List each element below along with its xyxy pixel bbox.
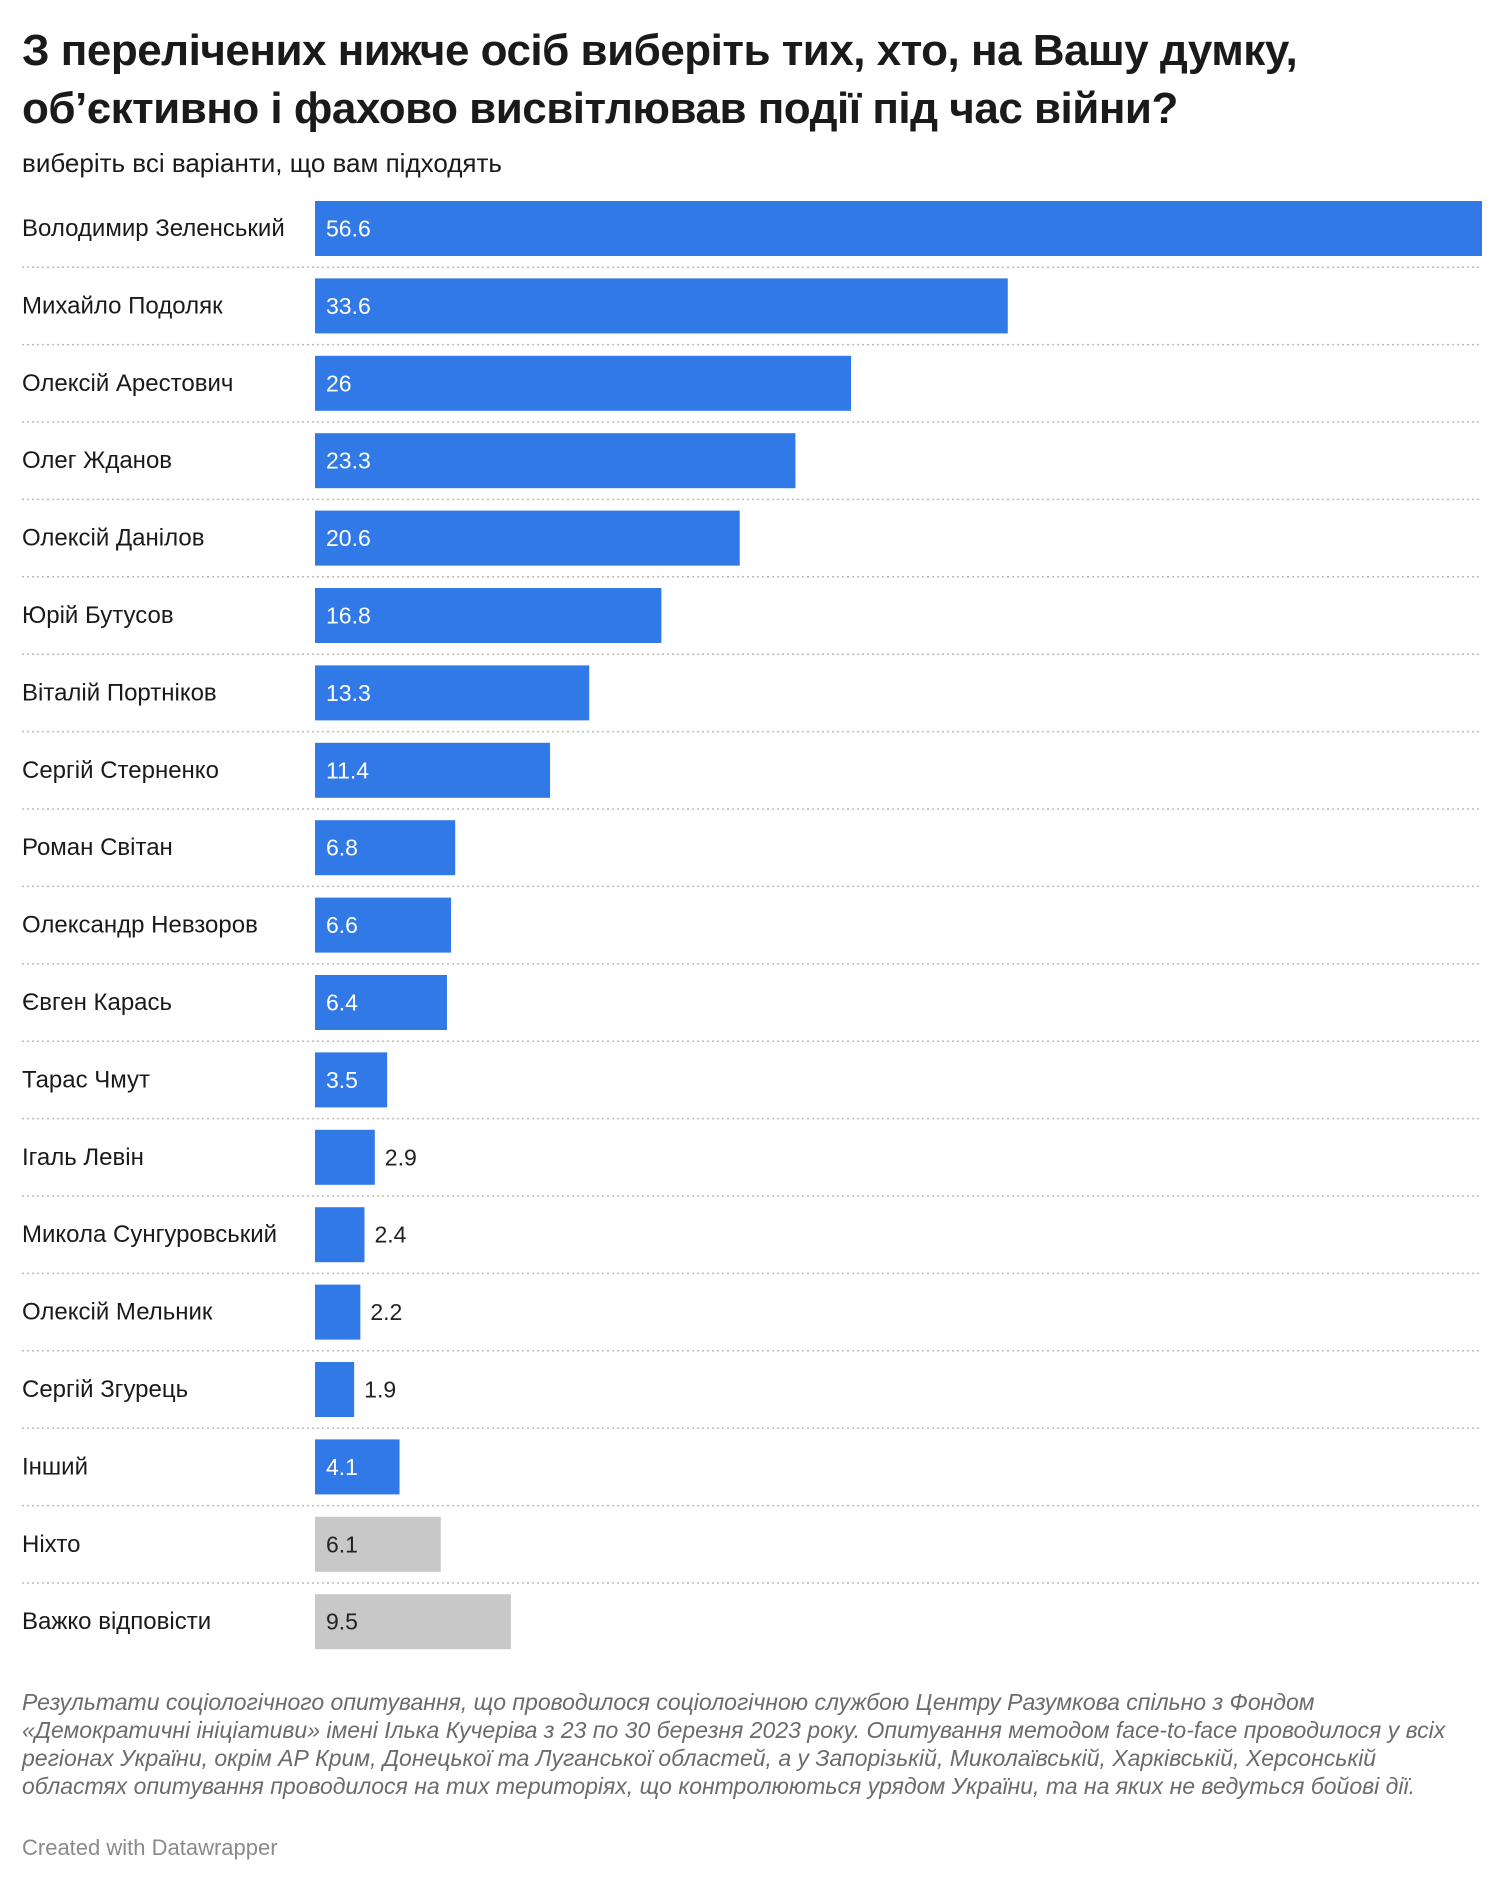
bar bbox=[315, 820, 456, 876]
value-label: 6.4 bbox=[326, 990, 358, 1016]
category-label: Важко відповісти bbox=[22, 1608, 211, 1635]
category-label: Євген Карась bbox=[22, 989, 172, 1016]
bar bbox=[315, 1594, 511, 1650]
value-label: 9.5 bbox=[326, 1609, 358, 1635]
bar-chart: Володимир Зеленський 56.6 Михайло Подоляк 3… bbox=[22, 201, 1482, 1650]
category-label: Юрій Бутусов bbox=[22, 602, 174, 629]
category-label: Олексій Арестович bbox=[22, 370, 233, 397]
bar bbox=[315, 201, 1482, 256]
category-label: Сергій Стерненко bbox=[22, 757, 219, 784]
category-label: Олександр Невзоров bbox=[22, 912, 258, 939]
bar bbox=[315, 742, 551, 798]
value-label: 33.6 bbox=[326, 293, 371, 319]
bar bbox=[315, 1207, 365, 1263]
category-label: Олег Жданов bbox=[22, 447, 172, 474]
category-label: Ігаль Левін bbox=[22, 1144, 144, 1171]
category-label: Олексій Мельник bbox=[22, 1299, 213, 1326]
value-label: 11.4 bbox=[326, 757, 369, 783]
bar bbox=[315, 355, 852, 411]
value-label: 16.8 bbox=[326, 603, 371, 629]
category-label: Віталій Портніков bbox=[22, 679, 217, 706]
bar bbox=[315, 1439, 400, 1495]
value-label: 23.3 bbox=[326, 448, 371, 474]
bar bbox=[315, 1362, 355, 1417]
value-label: 6.1 bbox=[326, 1531, 358, 1557]
value-label: 20.6 bbox=[326, 525, 371, 551]
category-label: Роман Світан bbox=[22, 834, 173, 861]
bar bbox=[315, 1129, 375, 1185]
bar bbox=[315, 588, 662, 643]
value-label: 6.8 bbox=[326, 835, 358, 861]
category-label: Олексій Данілов bbox=[22, 525, 204, 552]
category-label: Микола Сунгуровський bbox=[22, 1221, 277, 1248]
value-label: 56.6 bbox=[326, 216, 371, 242]
value-label: 13.3 bbox=[326, 680, 371, 706]
value-label: 4.1 bbox=[326, 1454, 358, 1480]
value-label: 2.4 bbox=[374, 1222, 406, 1248]
category-label: Тарас Чмут bbox=[22, 1066, 150, 1093]
chart-subtitle: виберіть всі варіанти, що вам підходять bbox=[22, 148, 502, 178]
bar bbox=[315, 1516, 441, 1572]
bar bbox=[315, 510, 740, 566]
bar bbox=[315, 975, 447, 1030]
value-label: 3.5 bbox=[326, 1067, 358, 1093]
category-label: Сергій Згурець bbox=[22, 1376, 188, 1403]
bar bbox=[315, 433, 796, 489]
value-label: 2.2 bbox=[370, 1299, 402, 1325]
bar bbox=[315, 1052, 388, 1108]
chart-title: З перелічених нижче осіб виберіть тих, х… bbox=[22, 26, 1298, 133]
value-label: 2.9 bbox=[385, 1144, 417, 1170]
datawrapper-credit[interactable]: Created with Datawrapper bbox=[22, 1835, 278, 1860]
value-label: 26 bbox=[326, 370, 352, 396]
category-label: Ніхто bbox=[22, 1531, 80, 1558]
bar bbox=[315, 278, 1008, 334]
category-label: Інший bbox=[22, 1453, 88, 1480]
value-label: 1.9 bbox=[364, 1377, 396, 1403]
bar bbox=[315, 1284, 361, 1340]
category-label: Михайло Подоляк bbox=[22, 292, 223, 319]
bar bbox=[315, 897, 452, 953]
value-label: 6.6 bbox=[326, 912, 358, 938]
chart-notes: Результати соціологічного опитування, що… bbox=[22, 1689, 1446, 1799]
category-label: Володимир Зеленський bbox=[22, 215, 285, 242]
bar bbox=[315, 665, 590, 721]
